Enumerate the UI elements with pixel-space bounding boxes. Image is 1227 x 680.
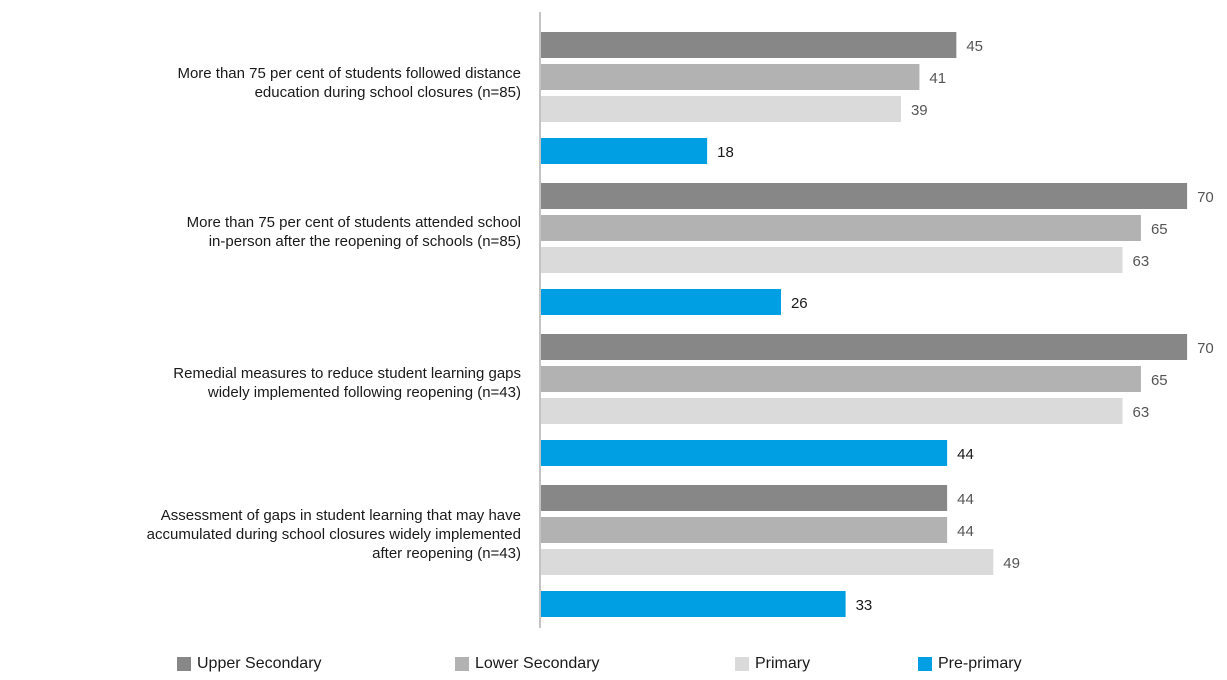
category-label-line: in-person after the reopening of schools… bbox=[208, 233, 521, 250]
bar-pre-primary-2 bbox=[541, 289, 781, 315]
legend-item: Lower Secondary bbox=[455, 655, 600, 673]
legend-label: Primary bbox=[755, 655, 811, 672]
legend-label: Lower Secondary bbox=[475, 655, 600, 672]
data-label: 45 bbox=[966, 38, 983, 55]
data-label: 70 bbox=[1197, 340, 1214, 357]
category-label-line: More than 75 per cent of students follow… bbox=[177, 65, 521, 82]
data-label: 70 bbox=[1197, 189, 1214, 206]
data-label: 63 bbox=[1132, 404, 1149, 421]
bar-upper-secondary-4 bbox=[541, 485, 948, 511]
bar-upper-secondary-1 bbox=[541, 32, 957, 58]
data-label: 44 bbox=[957, 491, 974, 508]
data-label: 33 bbox=[856, 597, 873, 614]
category-label: Remedial measures to reduce student lear… bbox=[1, 364, 521, 402]
data-label: 26 bbox=[791, 295, 808, 312]
bar-lower-secondary-4 bbox=[541, 517, 948, 543]
category-label-line: accumulated during school closures widel… bbox=[146, 526, 521, 543]
bar-upper-secondary-2 bbox=[541, 183, 1188, 209]
bar-pre-primary-4 bbox=[541, 591, 846, 617]
bar-primary-2 bbox=[541, 247, 1123, 273]
legend-item: Pre-primary bbox=[918, 655, 1022, 673]
data-label: 39 bbox=[911, 102, 928, 119]
bar-lower-secondary-1 bbox=[541, 64, 920, 90]
legend-swatch bbox=[455, 657, 469, 671]
legend-item: Primary bbox=[735, 655, 810, 673]
bar-lower-secondary-3 bbox=[541, 366, 1141, 392]
bar-upper-secondary-3 bbox=[541, 334, 1188, 360]
bar-primary-4 bbox=[541, 549, 994, 575]
bar-primary-3 bbox=[541, 398, 1123, 424]
legend-swatch bbox=[918, 657, 932, 671]
bar-pre-primary-3 bbox=[541, 440, 948, 466]
legend-label: Upper Secondary bbox=[197, 655, 322, 672]
category-label-line: Assessment of gaps in student learning t… bbox=[160, 507, 521, 524]
category-label-line: education during school closures (n=85) bbox=[254, 84, 521, 101]
data-label: 65 bbox=[1151, 372, 1168, 389]
legend-swatch bbox=[177, 657, 191, 671]
category-label: Assessment of gaps in student learning t… bbox=[1, 506, 521, 563]
legend-item: Upper Secondary bbox=[177, 655, 322, 673]
category-label: More than 75 per cent of students attend… bbox=[1, 213, 521, 251]
data-label: 63 bbox=[1132, 253, 1149, 270]
legend: Upper Secondary Lower Secondary Primary Pre… bbox=[0, 655, 1227, 675]
data-label: 49 bbox=[1003, 555, 1020, 572]
data-label: 44 bbox=[957, 446, 974, 463]
category-label-line: Remedial measures to reduce student lear… bbox=[173, 365, 521, 382]
bar-pre-primary-1 bbox=[541, 138, 708, 164]
category-label-line: More than 75 per cent of students attend… bbox=[186, 214, 521, 231]
data-label: 41 bbox=[929, 70, 946, 87]
legend-swatch bbox=[735, 657, 749, 671]
category-label: More than 75 per cent of students follow… bbox=[1, 64, 521, 102]
data-label: 44 bbox=[957, 523, 974, 540]
bar-primary-1 bbox=[541, 96, 901, 122]
bar-lower-secondary-2 bbox=[541, 215, 1141, 241]
legend-label: Pre-primary bbox=[938, 655, 1022, 672]
category-label-line: after reopening (n=43) bbox=[372, 545, 521, 562]
data-label: 65 bbox=[1151, 221, 1168, 238]
category-label-line: widely implemented following reopening (… bbox=[207, 384, 521, 401]
data-label: 18 bbox=[717, 144, 734, 161]
